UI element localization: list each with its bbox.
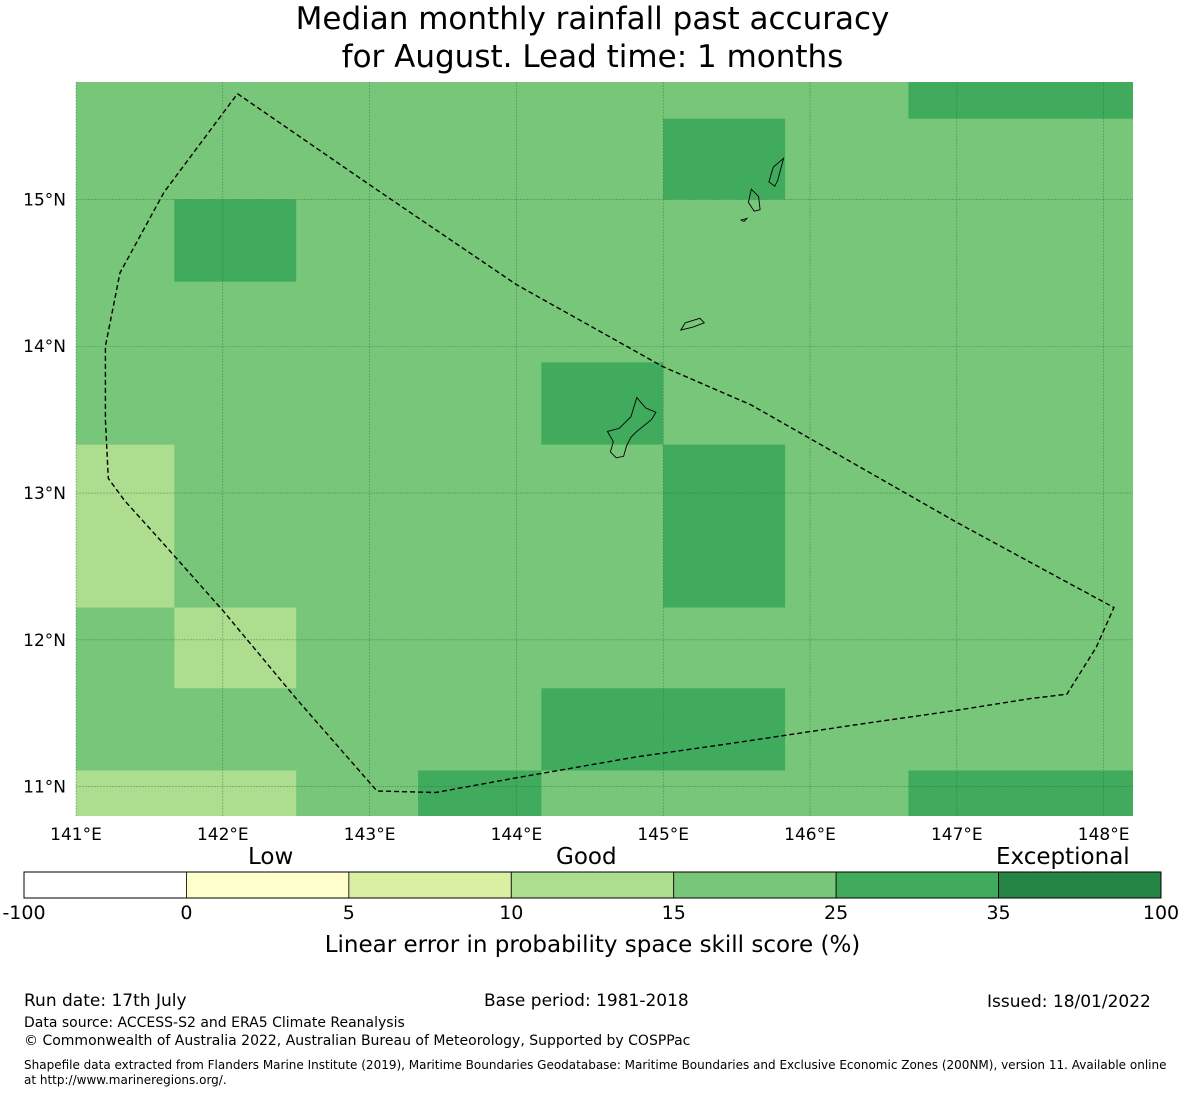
copyright-notice: © Commonwealth of Australia 2022, Austra… xyxy=(24,1033,691,1049)
colorbar-bin xyxy=(23,871,187,899)
category-label-exceptional: Exceptional xyxy=(996,844,1130,870)
colorbar-tick-label: 100 xyxy=(1142,902,1180,924)
island-outline xyxy=(747,188,761,212)
longitude-tick-label: 142°E xyxy=(197,825,249,845)
colorbar-tick-label: 0 xyxy=(180,902,193,924)
skill-cell xyxy=(541,362,664,445)
skill-cells-layer xyxy=(76,82,1133,816)
category-label-good: Good xyxy=(556,844,617,870)
islands-layer xyxy=(606,157,785,459)
map-title: Median monthly rainfall past accuracy fo… xyxy=(0,0,1185,76)
longitude-tick-label: 145°E xyxy=(637,825,689,845)
colorbar-bin xyxy=(510,871,675,899)
data-source: Data source: ACCESS-S2 and ERA5 Climate … xyxy=(24,1015,405,1031)
colorbar xyxy=(23,871,1162,899)
axis-ticks-layer: 141°E 142°E 143°E 144°E 145°E 146°E 147°E 148°E… xyxy=(23,190,1129,845)
colorbar-tick-label: 35 xyxy=(986,902,1011,924)
colorbar-bin xyxy=(673,871,837,899)
colorbar-tick-label: 10 xyxy=(499,902,524,924)
colorbar-bin xyxy=(998,871,1162,899)
skill-cell xyxy=(908,770,1133,816)
skill-score-map: 141°E 142°E 143°E 144°E 145°E 146°E 147°E 148°E… xyxy=(23,82,1162,899)
latitude-tick-label: 12°N xyxy=(23,631,66,651)
longitude-tick-label: 147°E xyxy=(931,825,983,845)
longitude-tick-label: 146°E xyxy=(784,825,836,845)
category-label-low: Low xyxy=(248,844,294,870)
island-outline xyxy=(739,217,749,223)
graticule xyxy=(75,82,1133,816)
issued-date: Issued: 18/01/2022 xyxy=(987,992,1151,1012)
eez-boundary xyxy=(104,93,1115,794)
skill-cell xyxy=(663,118,786,200)
colorbar-tick-label: -100 xyxy=(2,902,46,924)
longitude-tick-label: 148°E xyxy=(1078,825,1130,845)
skill-cell xyxy=(76,444,175,608)
title-line-2: for August. Lead time: 1 months xyxy=(341,39,844,75)
island-outline xyxy=(606,396,657,459)
skill-cell xyxy=(174,607,297,689)
latitude-tick-label: 14°N xyxy=(23,337,66,357)
longitude-tick-label: 144°E xyxy=(491,825,543,845)
skill-cell xyxy=(174,199,297,282)
island-outline xyxy=(768,157,785,187)
skill-cell xyxy=(76,770,297,816)
colorbar-tick-label: 15 xyxy=(661,902,686,924)
colorbar-bin xyxy=(348,871,512,899)
island-outline xyxy=(679,317,706,331)
colorbar-title: Linear error in probability space skill … xyxy=(324,932,861,958)
colorbar-bin xyxy=(186,871,350,899)
title-line-1: Median monthly rainfall past accuracy xyxy=(295,1,890,37)
skill-cell xyxy=(663,444,786,608)
run-date: Run date: 17th July xyxy=(24,991,187,1011)
colorbar-bin xyxy=(835,871,999,899)
longitude-tick-label: 141°E xyxy=(50,825,102,845)
colorbar-frame xyxy=(23,871,1162,899)
eez-boundary-layer xyxy=(104,93,1115,794)
longitude-tick-label: 143°E xyxy=(344,825,396,845)
latitude-tick-label: 13°N xyxy=(23,484,66,504)
skill-cell xyxy=(418,770,542,816)
latitude-tick-label: 15°N xyxy=(23,190,66,210)
base-period: Base period: 1981-2018 xyxy=(484,991,689,1011)
latitude-tick-label: 11°N xyxy=(23,778,66,798)
shapefile-credit-line-2: at http://www.marineregions.org/. xyxy=(24,1073,227,1087)
colorbar-tick-label: 5 xyxy=(342,902,355,924)
skill-cell xyxy=(908,82,1133,119)
shapefile-credit-line-1: Shapefile data extracted from Flanders M… xyxy=(24,1058,1167,1072)
colorbar-tick-label: 25 xyxy=(824,902,849,924)
